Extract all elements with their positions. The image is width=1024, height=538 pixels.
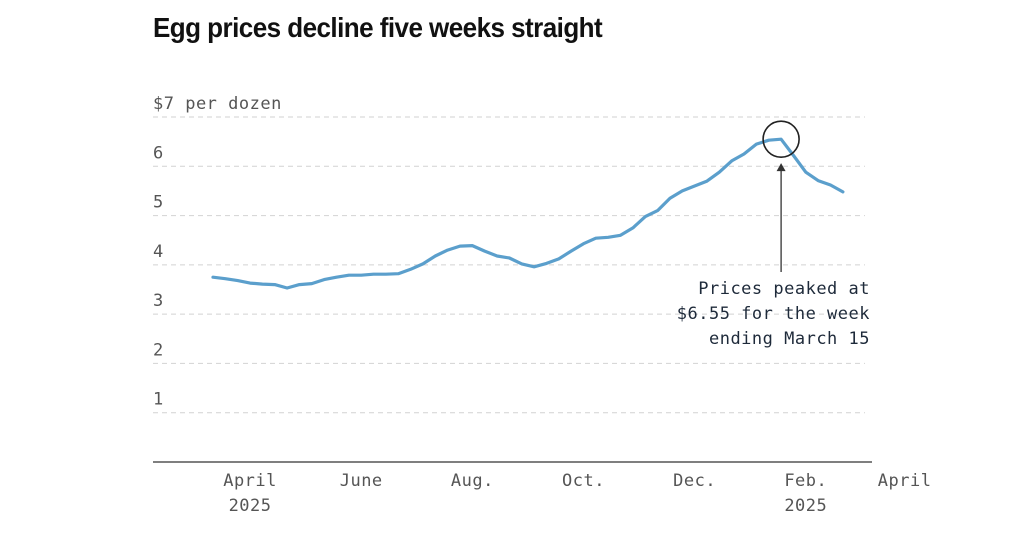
- y-tick-label: 6: [153, 143, 164, 163]
- data-point: [643, 215, 647, 219]
- x-axis-tick-labels: April 2025 June Aug. Oct. Dec. Feb. 2025 April: [223, 471, 931, 516]
- data-point: [730, 159, 734, 163]
- data-point: [384, 272, 388, 276]
- data-point: [582, 242, 586, 246]
- data-point: [433, 254, 437, 258]
- data-point: [742, 152, 746, 156]
- data-point: [273, 283, 277, 287]
- annotation-text-line: Prices peaked at: [698, 279, 870, 299]
- y-tick-label: 1: [153, 390, 164, 410]
- y-tick-label: $7 per dozen: [153, 94, 282, 114]
- annotation-arrowhead: [776, 163, 786, 172]
- y-axis-tick-labels: $7 per dozen 6 5 4 3 2 1: [153, 94, 282, 410]
- data-point: [804, 170, 808, 174]
- data-point: [631, 226, 635, 230]
- data-point: [236, 279, 240, 283]
- data-point: [446, 248, 450, 252]
- data-point: [458, 244, 462, 248]
- data-point: [693, 184, 697, 188]
- data-point: [372, 272, 376, 276]
- data-point: [779, 137, 783, 141]
- annotation-text-line: $6.55 for the week: [677, 304, 870, 324]
- data-point: [680, 189, 684, 193]
- data-point: [260, 282, 264, 286]
- x-tick-label: 2025: [229, 496, 272, 516]
- data-point: [816, 179, 820, 183]
- data-point: [668, 196, 672, 200]
- data-point: [310, 282, 314, 286]
- data-point: [322, 278, 326, 282]
- data-point: [717, 170, 721, 174]
- y-tick-label: 3: [153, 291, 164, 311]
- data-point: [619, 233, 623, 237]
- peak-annotation: Prices peaked at $6.55 for the week ending…: [677, 120, 870, 349]
- data-point: [569, 249, 573, 253]
- x-tick-label: April: [223, 471, 277, 491]
- chart-title: Egg prices decline five weeks straight: [153, 12, 603, 43]
- series-line-egg-price: [211, 137, 845, 290]
- series-data-points: [211, 137, 845, 290]
- x-tick-label: Oct.: [562, 471, 605, 491]
- data-point: [347, 273, 351, 277]
- data-point: [335, 275, 339, 279]
- y-tick-label: 2: [153, 340, 164, 360]
- data-point: [248, 281, 252, 285]
- data-point: [520, 262, 524, 266]
- data-point: [495, 254, 499, 258]
- data-point: [470, 244, 474, 248]
- data-point: [285, 286, 289, 290]
- data-point: [396, 272, 400, 276]
- grid-lines: [153, 116, 865, 414]
- x-tick-label: Feb.: [784, 471, 827, 491]
- x-tick-label: 2025: [784, 496, 827, 516]
- data-point: [359, 273, 363, 277]
- data-point: [656, 209, 660, 213]
- data-point: [532, 265, 536, 269]
- x-tick-label: Aug.: [451, 471, 494, 491]
- data-point: [606, 235, 610, 239]
- data-point: [507, 256, 511, 260]
- y-tick-label: 4: [153, 242, 164, 262]
- x-tick-label: April: [878, 471, 932, 491]
- data-point: [545, 261, 549, 265]
- data-point: [223, 277, 227, 281]
- data-point: [754, 142, 758, 146]
- data-point: [841, 190, 845, 194]
- y-tick-label: 5: [153, 193, 164, 213]
- data-point: [409, 267, 413, 271]
- data-point: [211, 275, 215, 279]
- data-point: [594, 236, 598, 240]
- x-tick-label: Dec.: [673, 471, 716, 491]
- data-point: [483, 249, 487, 253]
- data-point: [767, 138, 771, 142]
- data-point: [829, 183, 833, 187]
- data-point: [421, 262, 425, 266]
- data-point: [705, 179, 709, 183]
- data-point: [297, 283, 301, 287]
- annotation-text-line: ending March 15: [709, 329, 870, 349]
- x-tick-label: June: [340, 471, 383, 491]
- peak-highlight-circle: [762, 120, 800, 158]
- data-point: [557, 257, 561, 261]
